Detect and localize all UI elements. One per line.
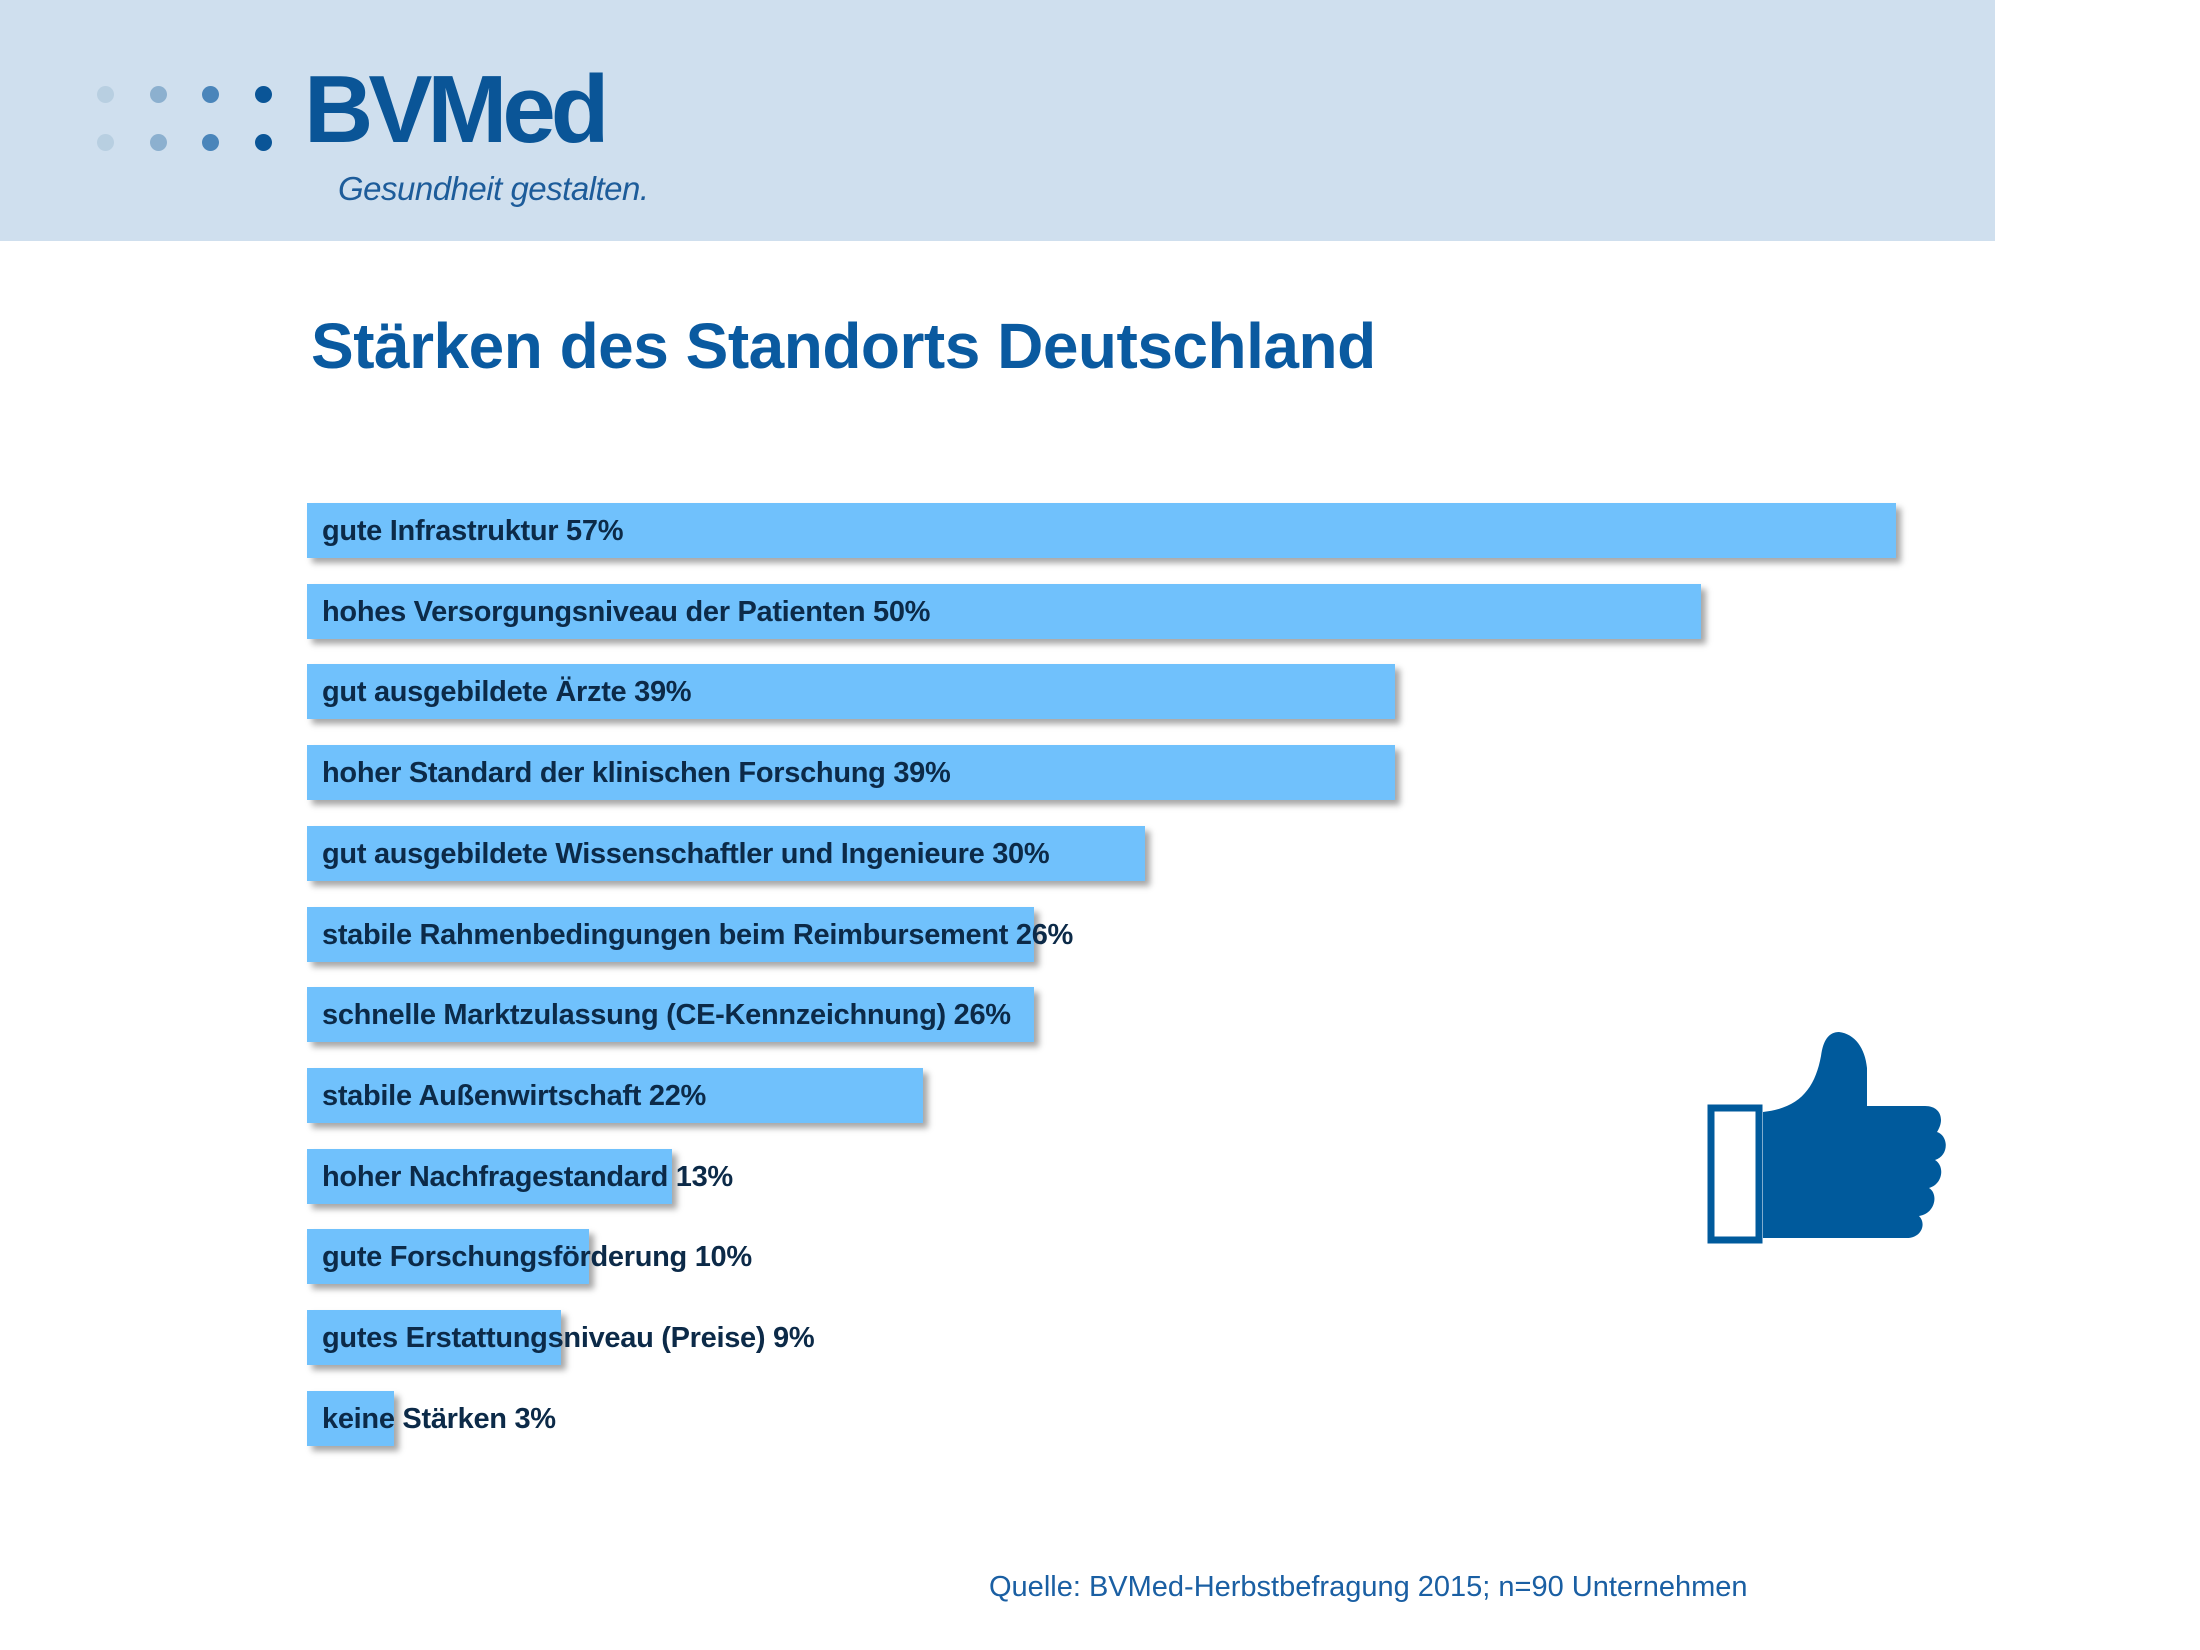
bar-data-label: hoher Standard der klinischen Forschung … <box>322 757 951 790</box>
thumbs-up-sleeve <box>1707 1104 1763 1244</box>
bar <box>307 503 1896 558</box>
logo-dot <box>150 86 167 103</box>
bar <box>307 906 1034 962</box>
thumbs-up-icon <box>1707 1032 1946 1244</box>
bar <box>307 664 1396 720</box>
bar-data-label: gute Forschungsförderung 10% <box>322 1241 752 1274</box>
bar-data-label: schnelle Marktzulassung (CE-Kennzeichnun… <box>322 999 1011 1032</box>
logo-wordmark: BVMed <box>304 56 609 163</box>
logo-dot <box>97 86 114 103</box>
bar-data-label: keine Stärken 3% <box>322 1402 556 1435</box>
logo-dot <box>255 86 272 103</box>
bar <box>307 1067 923 1123</box>
bar <box>307 745 1396 801</box>
logo-dot <box>150 134 167 151</box>
bar <box>307 1148 673 1204</box>
logo-dot <box>202 134 219 151</box>
bar <box>307 1229 589 1285</box>
source-note: Quelle: BVMed-Herbstbefragung 2015; n=90… <box>989 1571 1748 1603</box>
bar <box>307 1390 395 1446</box>
page-title: Stärken des Standorts Deutschland <box>311 310 1376 382</box>
bar-data-label: stabile Rahmenbedingungen beim Reimburse… <box>322 918 1074 951</box>
bar-data-label: stabile Außenwirtschaft 22% <box>322 1079 707 1112</box>
bar-data-label: gut ausgebildete Ärzte 39% <box>322 676 692 709</box>
header-band: BVMed Gesundheit gestalten. <box>0 0 1995 241</box>
logo-dot <box>255 134 272 151</box>
logo-dot <box>97 134 114 151</box>
bar-data-label: hohes Versorgungsniveau der Patienten 50… <box>322 595 931 628</box>
bar <box>307 1310 562 1365</box>
thumbs-up-hand <box>1763 1032 1946 1238</box>
bar-data-label: gute Infrastruktur 57% <box>322 515 624 547</box>
logo-tagline: Gesundheit gestalten. <box>338 170 649 207</box>
logo-dot <box>202 86 219 103</box>
bar <box>307 987 1034 1043</box>
bar <box>307 583 1701 639</box>
bar-data-label: gutes Erstattungsniveau (Preise) 9% <box>322 1322 815 1354</box>
bar <box>307 825 1145 881</box>
bar-data-label: hoher Nachfragestandard 13% <box>322 1160 733 1193</box>
bar-data-label: gut ausgebildete Wissenschaftler und Ing… <box>322 837 1050 870</box>
